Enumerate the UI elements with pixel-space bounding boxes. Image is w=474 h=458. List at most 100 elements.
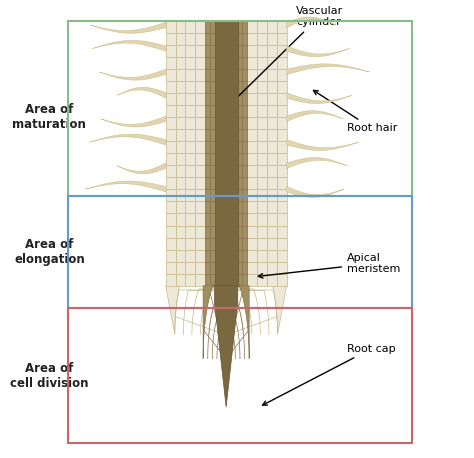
Polygon shape bbox=[247, 262, 257, 274]
Polygon shape bbox=[242, 202, 247, 213]
Polygon shape bbox=[238, 262, 242, 274]
Polygon shape bbox=[247, 153, 257, 165]
Polygon shape bbox=[166, 238, 175, 250]
Polygon shape bbox=[210, 105, 215, 117]
Polygon shape bbox=[195, 141, 205, 153]
Polygon shape bbox=[267, 57, 277, 69]
Polygon shape bbox=[242, 129, 247, 141]
Polygon shape bbox=[257, 105, 267, 117]
Polygon shape bbox=[267, 117, 277, 129]
Polygon shape bbox=[210, 165, 215, 177]
Polygon shape bbox=[277, 225, 287, 238]
Polygon shape bbox=[210, 213, 215, 225]
Polygon shape bbox=[238, 213, 242, 225]
Text: Root cap: Root cap bbox=[263, 344, 396, 405]
Polygon shape bbox=[185, 105, 195, 117]
Polygon shape bbox=[277, 21, 287, 33]
Polygon shape bbox=[247, 238, 257, 250]
Polygon shape bbox=[195, 153, 205, 165]
Polygon shape bbox=[267, 153, 277, 165]
Polygon shape bbox=[195, 45, 205, 57]
Polygon shape bbox=[99, 69, 166, 80]
Polygon shape bbox=[257, 225, 267, 238]
Polygon shape bbox=[247, 213, 257, 225]
Polygon shape bbox=[185, 21, 195, 33]
Polygon shape bbox=[166, 189, 175, 202]
Polygon shape bbox=[195, 81, 205, 93]
Polygon shape bbox=[242, 117, 247, 129]
Polygon shape bbox=[277, 117, 287, 129]
Polygon shape bbox=[90, 22, 166, 33]
Polygon shape bbox=[257, 250, 267, 262]
Polygon shape bbox=[247, 202, 257, 213]
Polygon shape bbox=[205, 238, 210, 250]
Polygon shape bbox=[166, 141, 175, 153]
Polygon shape bbox=[257, 213, 267, 225]
Polygon shape bbox=[277, 33, 287, 45]
Polygon shape bbox=[175, 57, 185, 69]
Polygon shape bbox=[195, 57, 205, 69]
Polygon shape bbox=[210, 225, 215, 238]
Polygon shape bbox=[175, 238, 185, 250]
Polygon shape bbox=[210, 202, 215, 213]
Polygon shape bbox=[277, 129, 287, 141]
Polygon shape bbox=[210, 177, 215, 189]
Polygon shape bbox=[257, 262, 267, 274]
Polygon shape bbox=[175, 141, 185, 153]
Text: Apical
meristem: Apical meristem bbox=[258, 252, 401, 278]
Polygon shape bbox=[242, 57, 247, 69]
Polygon shape bbox=[242, 274, 247, 286]
Polygon shape bbox=[238, 238, 242, 250]
Polygon shape bbox=[267, 202, 277, 213]
Polygon shape bbox=[210, 117, 215, 129]
Polygon shape bbox=[238, 117, 242, 129]
Polygon shape bbox=[238, 45, 242, 57]
Polygon shape bbox=[185, 177, 195, 189]
Polygon shape bbox=[185, 57, 195, 69]
Polygon shape bbox=[195, 238, 205, 250]
Polygon shape bbox=[277, 250, 287, 262]
Polygon shape bbox=[215, 286, 238, 407]
Polygon shape bbox=[210, 57, 215, 69]
Polygon shape bbox=[205, 225, 210, 238]
Polygon shape bbox=[238, 177, 242, 189]
Polygon shape bbox=[238, 202, 242, 213]
Polygon shape bbox=[195, 189, 205, 202]
Polygon shape bbox=[210, 250, 215, 262]
Polygon shape bbox=[175, 117, 185, 129]
Polygon shape bbox=[166, 221, 287, 334]
Polygon shape bbox=[242, 45, 247, 57]
Polygon shape bbox=[277, 45, 287, 57]
Text: Root hair: Root hair bbox=[313, 90, 397, 133]
Polygon shape bbox=[185, 69, 195, 81]
Polygon shape bbox=[166, 225, 175, 238]
Polygon shape bbox=[117, 87, 166, 98]
Polygon shape bbox=[247, 250, 257, 262]
Polygon shape bbox=[175, 81, 185, 93]
Polygon shape bbox=[267, 33, 277, 45]
Polygon shape bbox=[210, 33, 215, 45]
Polygon shape bbox=[238, 274, 242, 286]
Polygon shape bbox=[175, 262, 185, 274]
Polygon shape bbox=[267, 189, 277, 202]
Polygon shape bbox=[175, 105, 185, 117]
Polygon shape bbox=[210, 262, 215, 274]
Polygon shape bbox=[175, 213, 185, 225]
Polygon shape bbox=[287, 186, 344, 197]
Polygon shape bbox=[257, 202, 267, 213]
Polygon shape bbox=[166, 33, 175, 45]
Polygon shape bbox=[242, 177, 247, 189]
Polygon shape bbox=[242, 33, 247, 45]
Bar bbox=[68, 308, 412, 443]
Polygon shape bbox=[195, 165, 205, 177]
Polygon shape bbox=[205, 81, 210, 93]
Polygon shape bbox=[242, 141, 247, 153]
Polygon shape bbox=[247, 274, 257, 286]
Polygon shape bbox=[195, 177, 205, 189]
Polygon shape bbox=[247, 165, 257, 177]
Polygon shape bbox=[166, 213, 175, 225]
Polygon shape bbox=[195, 129, 205, 141]
Polygon shape bbox=[238, 250, 242, 262]
Polygon shape bbox=[277, 81, 287, 93]
Polygon shape bbox=[277, 213, 287, 225]
